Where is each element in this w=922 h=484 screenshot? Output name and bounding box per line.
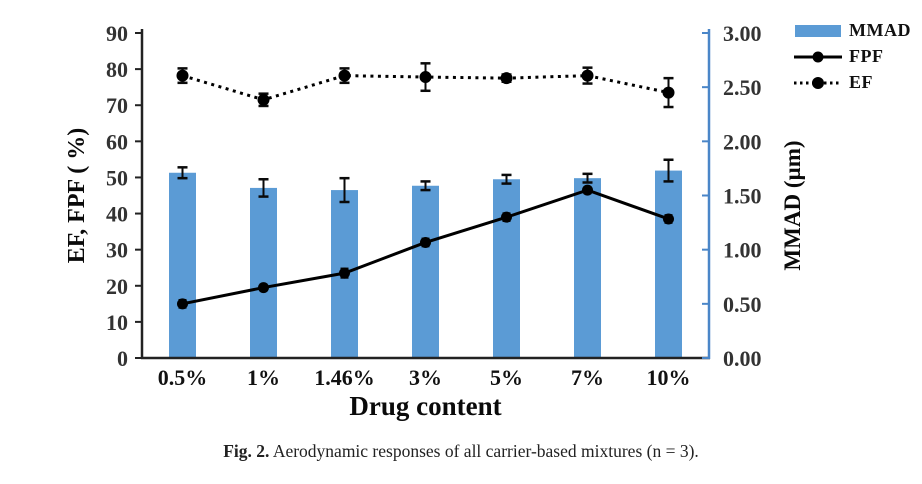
x-axis-title: Drug content bbox=[349, 391, 501, 421]
bar-mmad bbox=[655, 170, 682, 358]
x-tick-label: 1% bbox=[247, 365, 280, 390]
fpf-marker bbox=[582, 184, 593, 196]
left-axis-tick-label: 60 bbox=[106, 129, 128, 154]
x-tick-label: 5% bbox=[490, 365, 523, 390]
fpf-marker bbox=[663, 213, 674, 225]
caption-text: Aerodynamic responses of all carrier-bas… bbox=[269, 441, 699, 461]
right-axis-tick-label: 2.00 bbox=[723, 129, 762, 154]
bar-mmad bbox=[250, 187, 277, 358]
ef-dotted-line-swatch-icon bbox=[794, 74, 842, 92]
ef-marker bbox=[338, 69, 351, 82]
right-axis-tick-label: 1.00 bbox=[723, 238, 762, 263]
combo-chart: 0 10 20 30 40 50 60 70 80 90 0.00 0.50 1.00 1.50 2.00 2… bbox=[64, 21, 805, 421]
left-axis-tick-label: 0 bbox=[117, 346, 128, 371]
right-axis-tick-label: 0.00 bbox=[723, 346, 762, 371]
caption-figure-number: Fig. 2. bbox=[223, 441, 270, 461]
fpf-marker bbox=[501, 211, 512, 223]
fpf-marker bbox=[420, 236, 431, 248]
bar-mmad bbox=[169, 172, 196, 358]
left-axis-tick-label: 80 bbox=[106, 57, 128, 82]
figure-caption: Fig. 2. Aerodynamic responses of all car… bbox=[0, 441, 922, 462]
left-axis-tick-label: 90 bbox=[106, 21, 128, 46]
legend: MMAD FPF EF bbox=[794, 20, 920, 93]
ef-marker bbox=[257, 93, 270, 106]
right-axis-tick-label: 3.00 bbox=[723, 21, 762, 46]
legend-label-mmad: MMAD bbox=[849, 20, 911, 40]
ef-marker bbox=[662, 86, 675, 99]
x-tick-label: 10% bbox=[647, 365, 691, 390]
ef-marker bbox=[419, 71, 432, 84]
legend-label-fpf: FPF bbox=[849, 46, 884, 66]
left-axis-tick-label: 10 bbox=[106, 310, 128, 335]
fpf-marker bbox=[177, 298, 188, 310]
fpf-marker bbox=[339, 267, 350, 279]
left-axis-tick-label: 20 bbox=[106, 274, 128, 299]
bar-mmad bbox=[493, 179, 520, 358]
fpf-line-swatch-icon bbox=[794, 48, 842, 66]
legend-label-ef: EF bbox=[849, 72, 874, 92]
right-axis-tick-label: 2.50 bbox=[723, 75, 762, 100]
left-axis-tick-label: 40 bbox=[106, 202, 128, 227]
left-axis-tick-label: 50 bbox=[106, 165, 128, 190]
ef-marker bbox=[176, 69, 189, 82]
x-tick-label: 1.46% bbox=[314, 365, 375, 390]
x-tick-label: 3% bbox=[409, 365, 442, 390]
x-tick-label: 7% bbox=[571, 365, 604, 390]
fpf-marker bbox=[258, 282, 269, 294]
left-axis-title: EF, FPF ( %) bbox=[64, 128, 90, 264]
right-axis-tick-label: 0.50 bbox=[723, 292, 762, 317]
right-axis-title: MMAD (µm) bbox=[780, 140, 805, 270]
legend-item-mmad: MMAD bbox=[794, 20, 920, 41]
mmad-bar-swatch-icon bbox=[794, 22, 842, 40]
bar-mmad bbox=[412, 185, 439, 358]
ef-marker bbox=[500, 72, 513, 85]
legend-item-ef: EF bbox=[794, 72, 920, 93]
x-tick-label: 0.5% bbox=[158, 365, 208, 390]
right-axis-tick-label: 1.50 bbox=[723, 184, 762, 209]
left-axis-tick-label: 30 bbox=[106, 238, 128, 263]
legend-item-fpf: FPF bbox=[794, 46, 920, 67]
bar-mmad bbox=[574, 178, 601, 358]
left-axis-tick-label: 70 bbox=[106, 93, 128, 118]
ef-marker bbox=[581, 69, 594, 82]
